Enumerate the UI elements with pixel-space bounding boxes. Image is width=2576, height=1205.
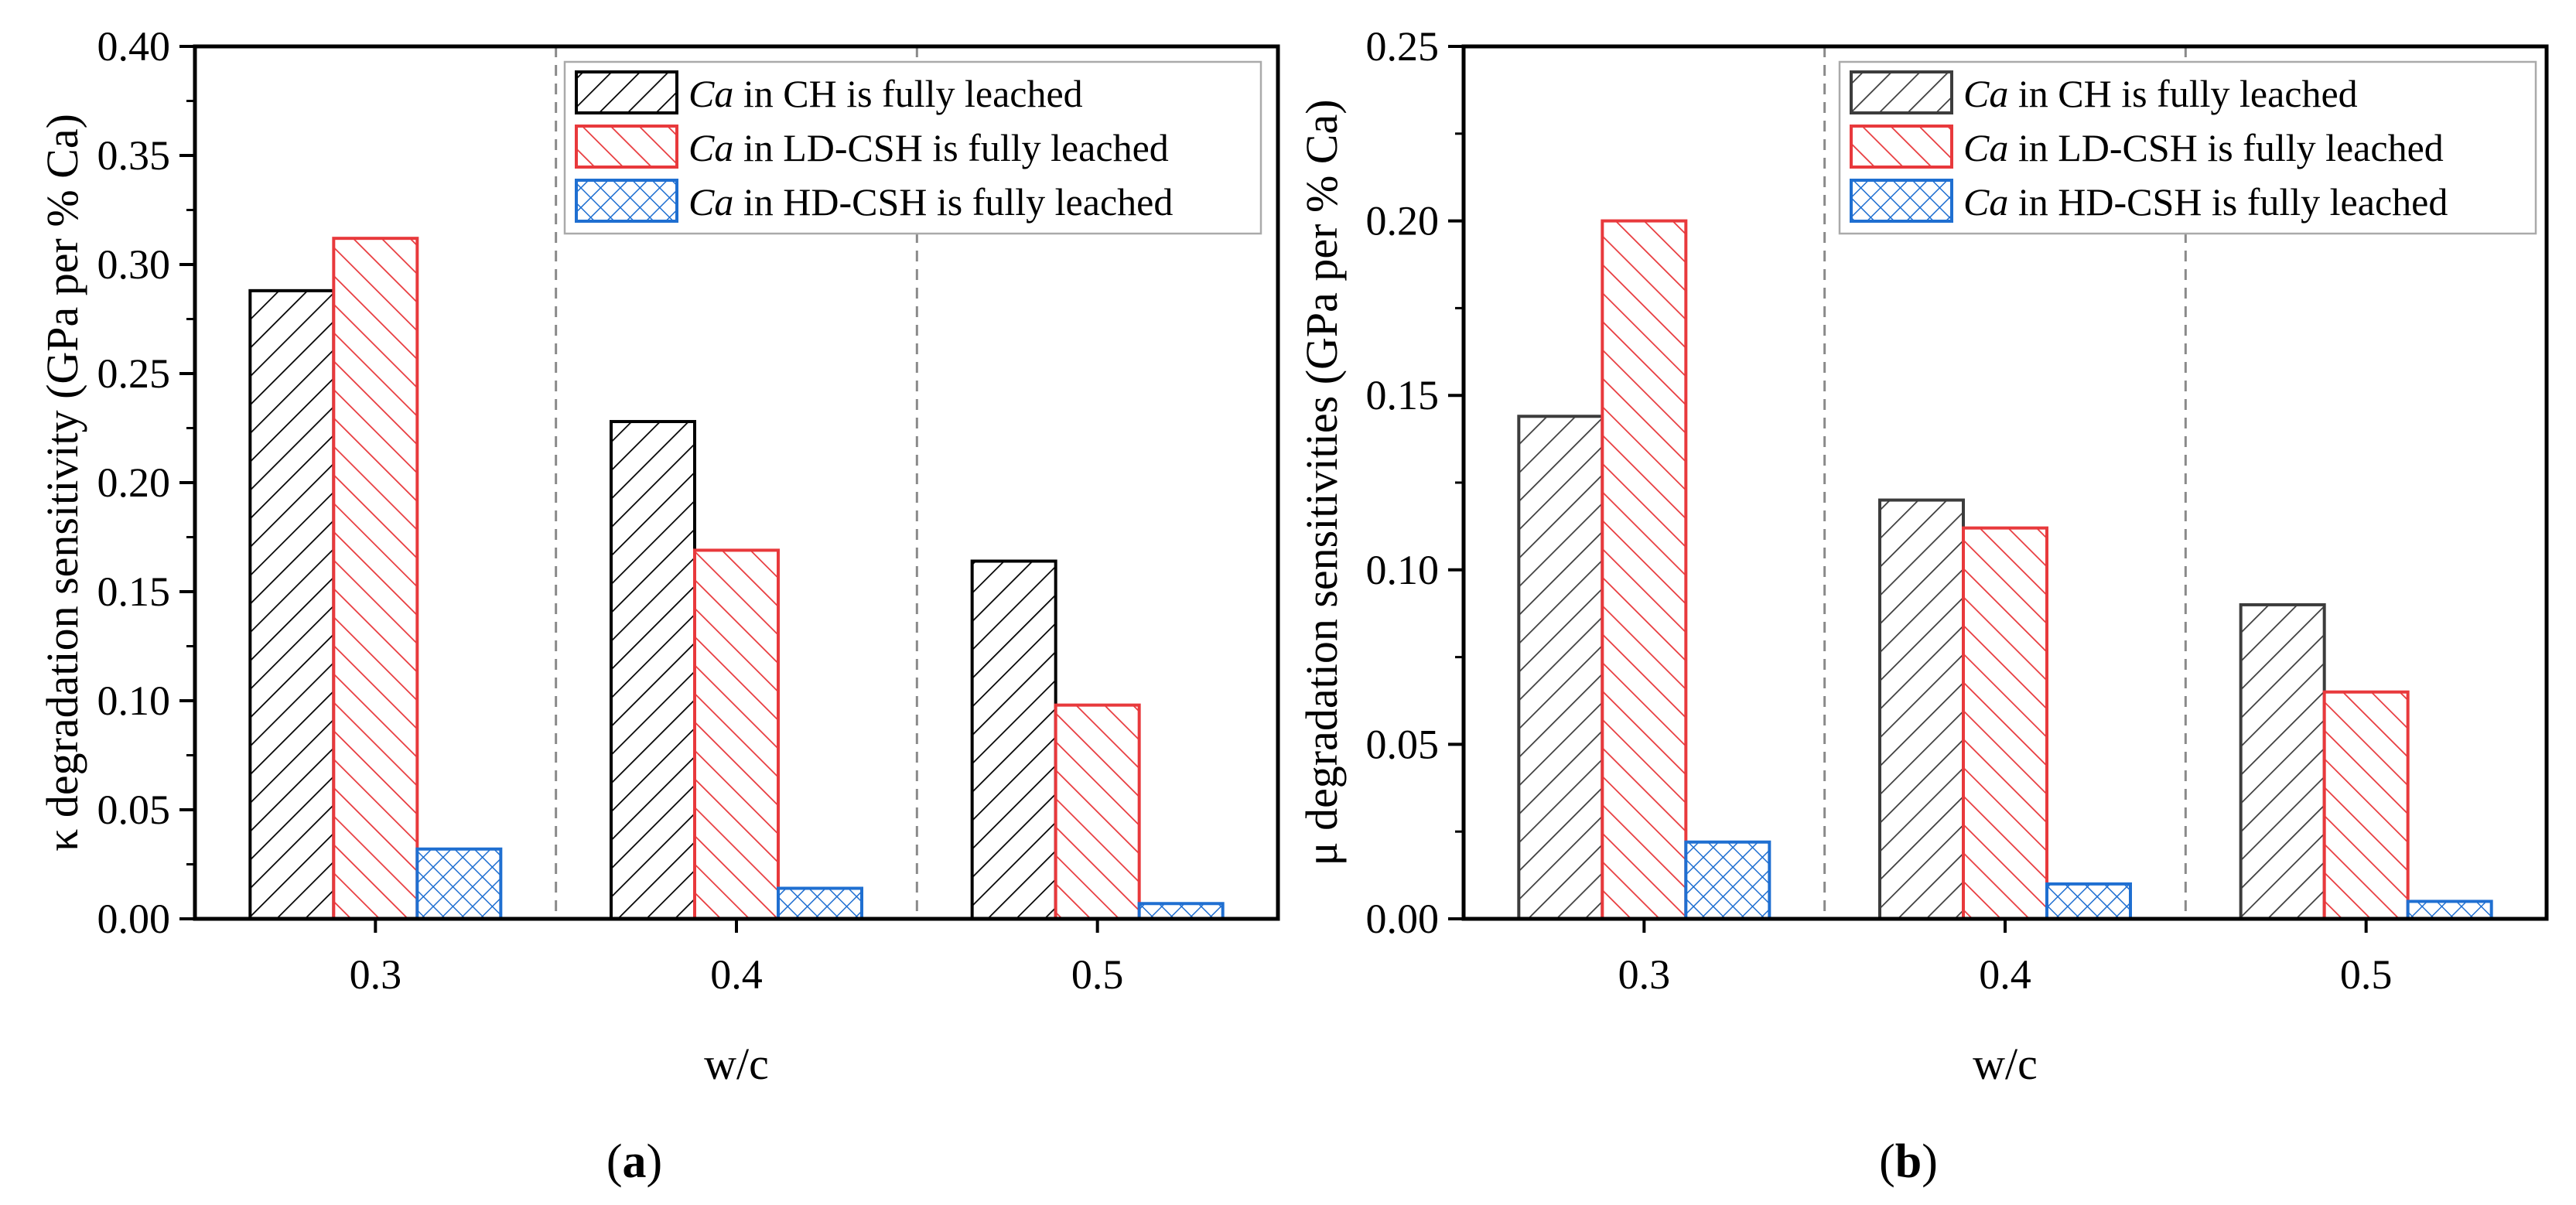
bar-hd-0.3 (1684, 840, 1771, 920)
bar-ch-0.3 (1517, 415, 1604, 920)
y-tick-label: 0.05 (97, 787, 171, 833)
y-tick-label: 0.10 (1366, 547, 1440, 593)
y-tick-label: 0.20 (97, 459, 171, 506)
caption-open: ( (606, 1135, 623, 1188)
legend-label-ld: Ca in LD-CSH is fully leached (1963, 126, 2444, 169)
bar-ch-0.4 (1878, 498, 1965, 920)
legend-text: in HD-CSH is fully leached (2008, 180, 2448, 224)
legend-swatch-ch (575, 70, 678, 114)
legend-text: in CH is fully leached (2008, 72, 2357, 115)
x-tick-label: 0.4 (1979, 951, 2031, 998)
bar-ld-0.4 (693, 548, 780, 920)
legend-frame (563, 60, 1262, 235)
legend-label-ch: Ca in CH is fully leached (688, 72, 1083, 115)
legend-frame (1838, 60, 2537, 235)
x-tick-label: 0.4 (710, 951, 763, 998)
caption-close: ) (1922, 1135, 1938, 1188)
caption-open: ( (1879, 1135, 1895, 1188)
bar-ch-0.5 (970, 559, 1057, 921)
panel-a-frame (193, 44, 1280, 921)
legend-swatch-ld (1850, 125, 1953, 169)
panel-b-x-tick-labels: 0.3 0.4 0.5 (1618, 951, 2393, 998)
bar-hd-0.5 (2406, 899, 2493, 920)
bar-ld-0.3 (332, 237, 419, 921)
caption-close: ) (647, 1135, 663, 1188)
bar-hd-0.3 (415, 847, 503, 921)
panel-a-legend: Ca in CH is fully leached Ca in LD-CSH i… (563, 60, 1262, 235)
panel-a-bars (248, 237, 1225, 921)
legend-ca: Ca (1963, 72, 2008, 115)
bar-ld-0.3 (1601, 219, 1688, 921)
y-tick-label: 0.00 (1366, 896, 1440, 942)
caption-letter: a (623, 1135, 647, 1188)
y-tick-label: 0.00 (97, 896, 171, 942)
y-tick-label: 0.25 (97, 350, 171, 397)
legend-text: in LD-CSH is fully leached (733, 126, 1168, 169)
y-tick-label: 0.35 (97, 132, 171, 179)
y-tick-label: 0.10 (97, 678, 171, 724)
y-tick-label: 0.30 (97, 241, 171, 288)
y-tick-label: 0.20 (1366, 198, 1440, 244)
legend-text: in HD-CSH is fully leached (733, 180, 1173, 224)
panel-a: 0.00 0.05 0.10 0.15 0.20 0.25 0.30 0.35 0.40 0.3… (37, 23, 1280, 1188)
legend-swatch-hd (1850, 179, 1953, 223)
bar-ch-0.4 (610, 420, 696, 920)
panel-b-frame (1461, 44, 2549, 921)
caption-a: (a) (606, 1135, 662, 1188)
panel-a-y-tick-labels: 0.00 0.05 0.10 0.15 0.20 0.25 0.30 0.35 0.40 (97, 23, 171, 942)
panel-a-y-axis-title: κ degradation sensitivity (GPa per % Ca) (37, 114, 87, 852)
panel-b-ticks (1448, 45, 2368, 933)
x-tick-label: 0.3 (1618, 951, 1671, 998)
legend-label-ch: Ca in CH is fully leached (1963, 72, 2358, 115)
bar-ld-0.5 (1054, 703, 1141, 920)
legend-text: in LD-CSH is fully leached (2008, 126, 2443, 169)
y-tick-label: 0.05 (1366, 721, 1440, 767)
legend-swatch-ld (575, 125, 678, 169)
legend-ca: Ca (688, 180, 733, 224)
legend-swatch-hd (575, 179, 678, 223)
x-tick-label: 0.5 (1071, 951, 1124, 998)
legend-ca: Ca (1963, 180, 2008, 224)
panel-a-x-axis-title: w/c (704, 1039, 769, 1089)
bar-hd-0.4 (777, 886, 863, 921)
legend-label-hd: Ca in HD-CSH is fully leached (1963, 180, 2448, 224)
bar-ld-0.5 (2322, 690, 2410, 920)
panel-b-x-axis-title: w/c (1973, 1039, 2038, 1089)
caption-letter: b (1895, 1135, 1922, 1188)
panel-b-y-axis-title: μ degradation sensitivities (GPa per % C… (1297, 99, 1347, 865)
legend-text: in CH is fully leached (733, 72, 1082, 115)
legend-ca: Ca (1963, 126, 2008, 169)
y-tick-label: 0.15 (1366, 372, 1440, 418)
bar-ch-0.5 (2239, 602, 2326, 920)
y-tick-label: 0.15 (97, 568, 171, 615)
caption-b: (b) (1879, 1135, 1938, 1188)
panel-a-x-tick-labels: 0.3 0.4 0.5 (350, 951, 1124, 998)
legend-swatch-ch (1850, 70, 1953, 114)
legend-ca: Ca (688, 72, 733, 115)
bar-ld-0.4 (1962, 526, 2048, 920)
legend-label-ld: Ca in LD-CSH is fully leached (688, 126, 1169, 169)
panel-a-separators (555, 46, 918, 919)
panel-b-bars (1517, 219, 2493, 921)
x-tick-label: 0.5 (2340, 951, 2393, 998)
y-tick-label: 0.25 (1366, 23, 1440, 70)
bar-hd-0.4 (2045, 882, 2132, 921)
x-tick-label: 0.3 (350, 951, 402, 998)
legend-ca: Ca (688, 126, 733, 169)
legend-label-hd: Ca in HD-CSH is fully leached (688, 180, 1173, 224)
y-tick-label: 0.40 (97, 23, 171, 70)
panel-b-separators (1823, 46, 2187, 919)
panel-b-y-tick-labels: 0.00 0.05 0.10 0.15 0.20 0.25 (1366, 23, 1440, 942)
panel-b-legend: Ca in CH is fully leached Ca in LD-CSH i… (1838, 60, 2537, 235)
bar-hd-0.5 (1137, 902, 1225, 921)
bar-ch-0.3 (248, 288, 336, 920)
panel-b: 0.00 0.05 0.10 0.15 0.20 0.25 0.3 0.4 0.5 μ deg… (1297, 23, 2549, 1188)
